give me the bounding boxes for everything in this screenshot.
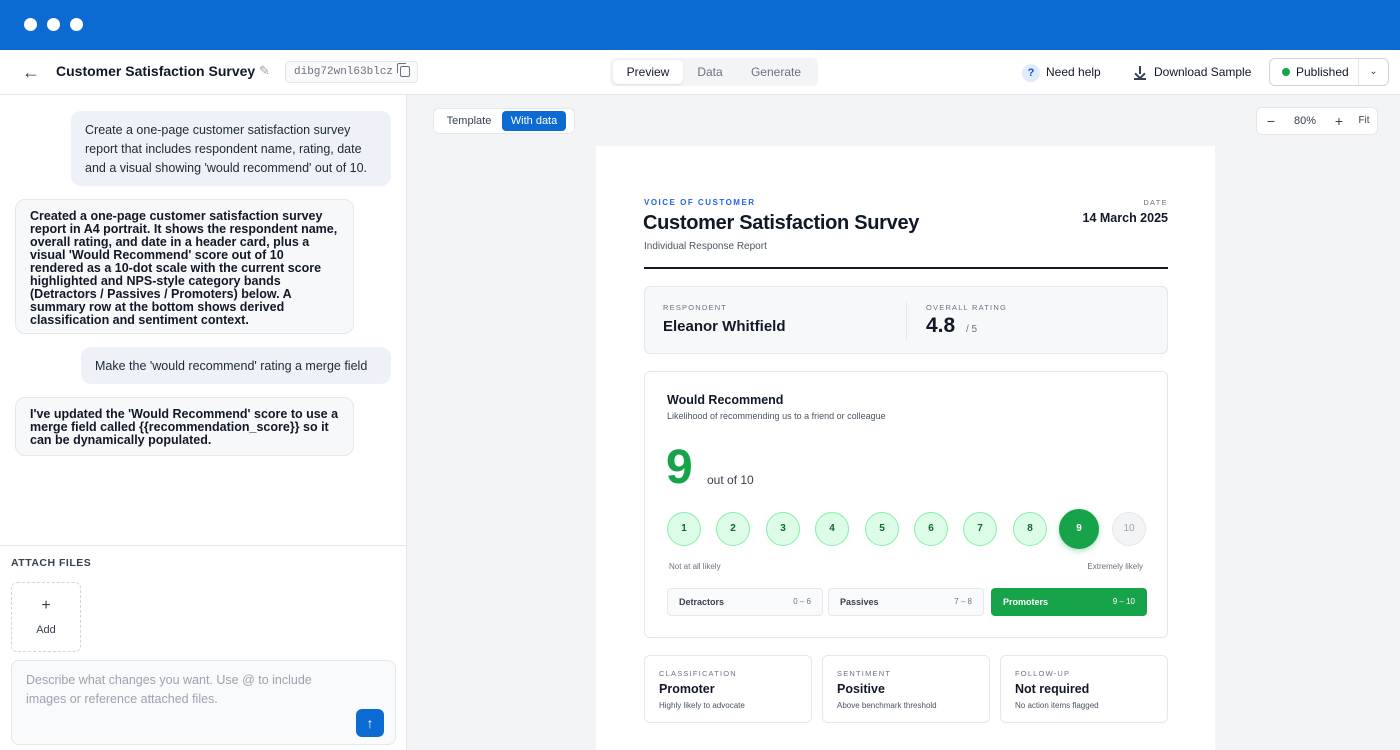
document-id-text: dibg72wnl63blcz xyxy=(294,66,394,78)
date-label: DATE xyxy=(1143,198,1168,207)
zoom-in-icon[interactable]: + xyxy=(1334,113,1344,129)
plus-icon: + xyxy=(41,597,51,614)
summary-followup-card: FOLLOW-UP Not required No action items f… xyxy=(1000,655,1168,723)
band-range: 9 – 10 xyxy=(1112,597,1135,606)
toggle-template[interactable]: Template xyxy=(446,115,492,127)
would-recommend-card: Would Recommend Likelihood of recommendi… xyxy=(644,371,1168,638)
overall-rating-max: / 5 xyxy=(966,324,978,335)
fit-button[interactable]: Fit xyxy=(1358,115,1370,126)
window-titlebar xyxy=(0,0,1400,50)
edit-pencil-icon[interactable]: ✎ xyxy=(259,63,270,78)
summary-value: Not required xyxy=(1015,682,1090,696)
chevron-down-icon[interactable]: ⌄ xyxy=(1369,66,1378,77)
published-button[interactable]: Published xyxy=(1270,59,1358,85)
attach-files-heading: ATTACH FILES xyxy=(11,557,92,569)
need-help-label: Need help xyxy=(1046,65,1101,79)
summary-classification-card: CLASSIFICATION Promoter Highly likely to… xyxy=(644,655,812,723)
band-name: Promoters xyxy=(1003,597,1049,607)
overall-rating-value: 4.8 xyxy=(926,314,956,337)
add-file-label: Add xyxy=(36,624,56,636)
back-arrow-icon[interactable]: ← xyxy=(22,62,40,82)
chat-message-user: Make the 'would recommend' rating a merg… xyxy=(81,347,391,384)
toggle-with-data[interactable]: With data xyxy=(502,111,566,131)
download-sample-label: Download Sample xyxy=(1154,65,1252,79)
overall-rating-label: OVERALL RATING xyxy=(926,303,1007,312)
scale-low-label: Not at all likely xyxy=(669,562,721,571)
add-file-button[interactable]: + Add xyxy=(11,582,81,652)
window-dot-icon xyxy=(47,18,60,31)
scale-dot: 1 xyxy=(667,512,701,546)
summary-label: SENTIMENT xyxy=(837,669,892,678)
window-dot-icon xyxy=(24,18,37,31)
copy-icon[interactable] xyxy=(397,63,411,77)
send-arrow-icon[interactable]: ↑ xyxy=(356,709,384,737)
summary-label: CLASSIFICATION xyxy=(659,669,737,678)
chat-message-assistant: Created a one-page customer satisfaction… xyxy=(15,199,354,334)
would-recommend-subtitle: Likelihood of recommending us to a frien… xyxy=(667,411,886,421)
scale-dot: 7 xyxy=(963,512,997,546)
view-tabs: Preview Data Generate xyxy=(610,58,818,86)
chat-message-assistant: I've updated the 'Would Recommend' score… xyxy=(15,397,354,456)
report-eyebrow: VOICE OF CUSTOMER xyxy=(644,198,756,207)
report-page: VOICE OF CUSTOMER Customer Satisfaction … xyxy=(596,146,1215,750)
scale-dot-current: 9 xyxy=(1059,509,1099,549)
scale-dot: 4 xyxy=(815,512,849,546)
summary-sentiment-card: SENTIMENT Positive Above benchmark thres… xyxy=(822,655,990,723)
scale-dot: 3 xyxy=(766,512,800,546)
prompt-placeholder: Describe what changes you want. Use @ to… xyxy=(26,673,312,706)
zoom-out-icon[interactable]: − xyxy=(1266,113,1276,129)
summary-value: Promoter xyxy=(659,682,715,696)
report-subtitle: Individual Response Report xyxy=(644,241,767,252)
recommend-out-of: out of 10 xyxy=(707,473,754,487)
status-dot-icon xyxy=(1282,68,1290,76)
tab-preview[interactable]: Preview xyxy=(613,60,683,84)
published-label: Published xyxy=(1296,65,1349,79)
report-title: Customer Satisfaction Survey xyxy=(643,212,920,234)
download-sample-button[interactable]: Download Sample xyxy=(1134,62,1251,82)
published-split-button: Published ⌄ xyxy=(1269,58,1389,86)
preview-area: Template With data − 80% + Fit VOICE OF … xyxy=(408,95,1400,750)
chat-message-user: Create a one-page customer satisfaction … xyxy=(71,111,391,186)
band-detractors: Detractors 0 – 6 xyxy=(667,588,823,616)
recommend-score: 9 xyxy=(666,441,693,494)
scale-dot: 6 xyxy=(914,512,948,546)
download-icon xyxy=(1134,65,1146,80)
scale-high-label: Extremely likely xyxy=(1087,562,1143,571)
band-promoters: Promoters 9 – 10 xyxy=(991,588,1147,616)
respondent-name: Eleanor Whitfield xyxy=(663,318,786,335)
band-passives: Passives 7 – 8 xyxy=(828,588,984,616)
scale-dot: 10 xyxy=(1112,512,1146,546)
template-data-toggle: Template With data xyxy=(433,108,575,134)
band-name: Detractors xyxy=(679,597,725,607)
respondent-card: RESPONDENT Eleanor Whitfield OVERALL RAT… xyxy=(644,286,1168,354)
question-icon: ? xyxy=(1022,63,1040,82)
summary-note: Above benchmark threshold xyxy=(837,701,937,710)
zoom-level: 80% xyxy=(1293,115,1317,127)
document-id-badge[interactable]: dibg72wnl63blcz xyxy=(285,61,419,83)
zoom-controls: − 80% + Fit xyxy=(1256,107,1378,135)
band-name: Passives xyxy=(840,597,879,607)
app-header: ← Customer Satisfaction Survey ✎ dibg72w… xyxy=(0,50,1400,95)
chat-panel: Create a one-page customer satisfaction … xyxy=(0,95,407,750)
date-value: 14 March 2025 xyxy=(1082,211,1168,225)
would-recommend-title: Would Recommend xyxy=(667,393,784,407)
scale-dot: 2 xyxy=(716,512,750,546)
scale-dot: 8 xyxy=(1013,512,1047,546)
tab-generate[interactable]: Generate xyxy=(750,65,802,79)
summary-label: FOLLOW-UP xyxy=(1015,669,1071,678)
window-dot-icon xyxy=(70,18,83,31)
band-range: 0 – 6 xyxy=(793,597,811,606)
summary-value: Positive xyxy=(837,682,885,696)
summary-note: No action items flagged xyxy=(1015,701,1099,710)
document-title: Customer Satisfaction Survey xyxy=(56,63,256,79)
prompt-input[interactable]: Describe what changes you want. Use @ to… xyxy=(11,660,396,745)
summary-note: Highly likely to advocate xyxy=(659,701,745,710)
respondent-label: RESPONDENT xyxy=(663,303,728,312)
need-help-button[interactable]: ? Need help xyxy=(1022,62,1101,82)
scale-dot: 5 xyxy=(865,512,899,546)
tab-data[interactable]: Data xyxy=(697,65,723,79)
band-range: 7 – 8 xyxy=(954,597,972,606)
